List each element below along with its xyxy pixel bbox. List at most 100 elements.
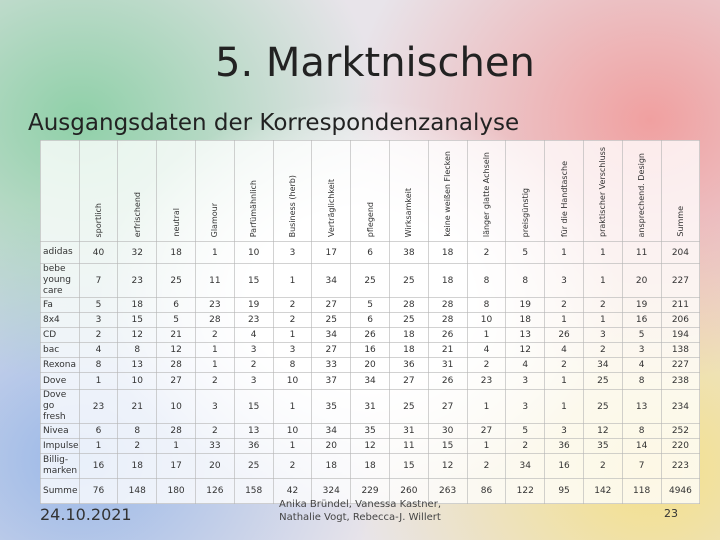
table-cell: 25 xyxy=(350,263,390,298)
table-cell: 3 xyxy=(582,327,623,343)
table-cell: 8 xyxy=(117,423,158,439)
table-cell: 2 xyxy=(194,423,235,439)
table-cell: 17 xyxy=(156,453,196,479)
table-cell: 25 xyxy=(311,312,352,328)
table-cell: 18 xyxy=(427,263,468,298)
table-cell: 2 xyxy=(272,297,313,313)
data-table: sportlich erfrischend neutral Glamour Parfüm… xyxy=(40,140,701,504)
table-cell: 26 xyxy=(427,327,468,343)
table-cell: 4 xyxy=(505,357,546,373)
table-cell: 25 xyxy=(233,453,274,479)
table-cell: 18 xyxy=(311,453,352,479)
table-cell: 16 xyxy=(621,312,662,328)
table-cell: 1 xyxy=(582,312,623,328)
column-header: Glamour xyxy=(194,140,235,242)
table-cell: 2 xyxy=(544,297,584,313)
table-cell: 8 xyxy=(466,297,507,313)
table-cell: 27 xyxy=(311,342,352,358)
table-cell: 1 xyxy=(194,357,235,373)
table-cell: 15 xyxy=(427,438,468,454)
table-cell: 25 xyxy=(388,389,429,424)
table-cell: 10 xyxy=(233,241,274,264)
table-cell: 19 xyxy=(505,297,546,313)
table-cell: 3 xyxy=(194,389,235,424)
column-header-text: keine weißen Flecken xyxy=(443,151,453,237)
table-cell: 27 xyxy=(311,297,352,313)
table-cell: 37 xyxy=(311,372,352,390)
table-cell: 1 xyxy=(544,389,584,424)
table-cell: 6 xyxy=(350,312,390,328)
table-cell: 12 xyxy=(582,423,623,439)
page-number: 23 xyxy=(664,507,678,520)
table-cell: 23 xyxy=(194,297,235,313)
table-cell: 27 xyxy=(427,389,468,424)
table-cell: 35 xyxy=(311,389,352,424)
table-cell: 8 xyxy=(272,357,313,373)
table-cell: 2 xyxy=(466,357,507,373)
column-header: sportlich xyxy=(78,140,119,242)
row-label: Nivea xyxy=(40,423,80,439)
table-cell: 38 xyxy=(388,241,429,264)
table-cell: 148 xyxy=(117,478,158,504)
table-cell: 2 xyxy=(582,342,623,358)
column-header-text: Wirksamkeit xyxy=(404,187,414,237)
table-row: adidas 40 32 18 1 10 3 17 6 38 18 2 5 1 1 11 204 xyxy=(40,241,701,264)
table-cell: 7 xyxy=(78,263,119,298)
table-cell: 2 xyxy=(233,357,274,373)
table-cell: 13 xyxy=(117,357,158,373)
table-cell: 1 xyxy=(466,389,507,424)
table-cell: 2 xyxy=(544,357,584,373)
table-cell: 4 xyxy=(233,327,274,343)
table-cell: 12 xyxy=(350,438,390,454)
table-cell: 5 xyxy=(505,423,546,439)
table-cell: 8 xyxy=(466,263,507,298)
table-cell: 2 xyxy=(194,327,235,343)
table-cell: 26 xyxy=(544,327,584,343)
table-cell: 2 xyxy=(272,312,313,328)
table-cell: 5 xyxy=(78,297,119,313)
table-cell: 3 xyxy=(233,372,274,390)
column-header: ansprechend. Design xyxy=(621,140,662,242)
table-cell: 1 xyxy=(582,263,623,298)
table-cell: 1 xyxy=(466,438,507,454)
column-header-text: praktischer Verschluss xyxy=(598,147,608,237)
table-cell: 18 xyxy=(117,453,158,479)
table-cell: 36 xyxy=(233,438,274,454)
table-cell: 227 xyxy=(660,357,701,373)
column-header: pflegend xyxy=(350,140,390,242)
table-cell: 28 xyxy=(156,423,196,439)
table-cell: 21 xyxy=(117,389,158,424)
column-header-text: Summe xyxy=(675,206,685,237)
column-header: preisgünstig xyxy=(505,140,546,242)
table-cell: 18 xyxy=(388,327,429,343)
row-label: 8x4 xyxy=(40,312,80,328)
table-cell: 10 xyxy=(272,423,313,439)
table-cell: 1 xyxy=(582,241,623,264)
table-row: Impulse 1 2 1 33 36 1 20 12 11 15 1 2 36 35 14 220 xyxy=(40,438,701,454)
table-cell: 20 xyxy=(311,438,352,454)
table-cell: 30 xyxy=(427,423,468,439)
table-row: Summe 76 148 180 126 158 42 324 229 260 263 86 122 95… xyxy=(40,478,701,504)
table-cell: 2 xyxy=(466,241,507,264)
table-cell: 35 xyxy=(350,423,390,439)
row-label: Billig-marken xyxy=(40,453,80,479)
column-header-text: Parfümähnlich xyxy=(249,179,259,237)
table-cell: 1 xyxy=(194,241,235,264)
table-cell: 1 xyxy=(466,327,507,343)
column-header-text: pflegend xyxy=(365,201,375,237)
column-header-text: ansprechend. Design xyxy=(637,152,647,238)
table-cell: 5 xyxy=(350,297,390,313)
table-cell: 23 xyxy=(78,389,119,424)
row-label: Summe xyxy=(40,478,80,504)
date: 24.10.2021 xyxy=(40,505,132,524)
row-label: Fa xyxy=(40,297,80,313)
table-cell: 2 xyxy=(466,453,507,479)
table-cell: 12 xyxy=(427,453,468,479)
table-cell: 5 xyxy=(621,327,662,343)
table-cell: 34 xyxy=(311,423,352,439)
table-cell: 2 xyxy=(582,297,623,313)
table-cell: 27 xyxy=(156,372,196,390)
table-cell: 1 xyxy=(272,263,313,298)
table-cell: 2 xyxy=(78,327,119,343)
table-cell: 3 xyxy=(544,263,584,298)
